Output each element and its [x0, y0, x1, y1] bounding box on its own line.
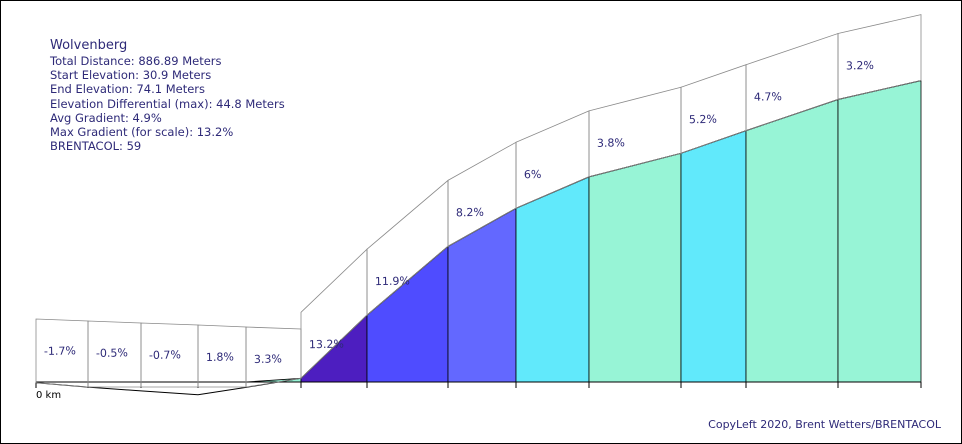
- gradient-label: 1.8%: [206, 350, 234, 364]
- gradient-label: 3.2%: [846, 59, 874, 73]
- profile-segment: [680, 130, 747, 383]
- max-gradient: Max Gradient (for scale): 13.2%: [50, 125, 234, 140]
- gradient-label: -0.7%: [149, 348, 181, 362]
- avg-gradient: Avg Gradient: 4.9%: [50, 110, 162, 125]
- profile-segment: [588, 152, 682, 383]
- copyleft-notice: CopyLeft 2020, Brent Wetters/BRENTACOL: [708, 418, 941, 431]
- end-elevation: End Elevation: 74.1 Meters: [50, 82, 206, 97]
- gradient-label: 13.2%: [309, 338, 344, 352]
- total-distance: Total Distance: 886.89 Meters: [50, 54, 222, 68]
- x-axis-start-label: 0 km: [36, 390, 61, 401]
- gradient-label: 4.7%: [754, 90, 782, 104]
- route-info-panel: Wolvenberg Total Distance: 886.89 Meters…: [50, 38, 285, 153]
- gradient-label: 11.9%: [375, 274, 410, 288]
- profile-segment: [837, 80, 922, 383]
- brentacol-score: BRENTACOL: 59: [50, 139, 142, 154]
- gradient-label: 3.3%: [254, 352, 282, 366]
- profile-segment: [366, 245, 449, 383]
- profile-segment: [515, 176, 590, 383]
- profile-segment: [447, 207, 517, 383]
- gradient-label: 5.2%: [689, 113, 717, 127]
- route-title: Wolvenberg: [50, 38, 128, 53]
- gradient-label: 8.2%: [456, 206, 484, 220]
- elevation-differential: Elevation Differential (max): 44.8 Meter…: [50, 96, 285, 111]
- gradient-label-box: [837, 14, 922, 101]
- profile-segment: [745, 98, 839, 383]
- gradient-label: 3.8%: [597, 136, 625, 150]
- gradient-label: 6%: [524, 168, 542, 181]
- start-elevation: Start Elevation: 30.9 Meters: [50, 68, 212, 83]
- gradient-label: -1.7%: [44, 344, 76, 358]
- gradient-label: -0.5%: [96, 346, 128, 360]
